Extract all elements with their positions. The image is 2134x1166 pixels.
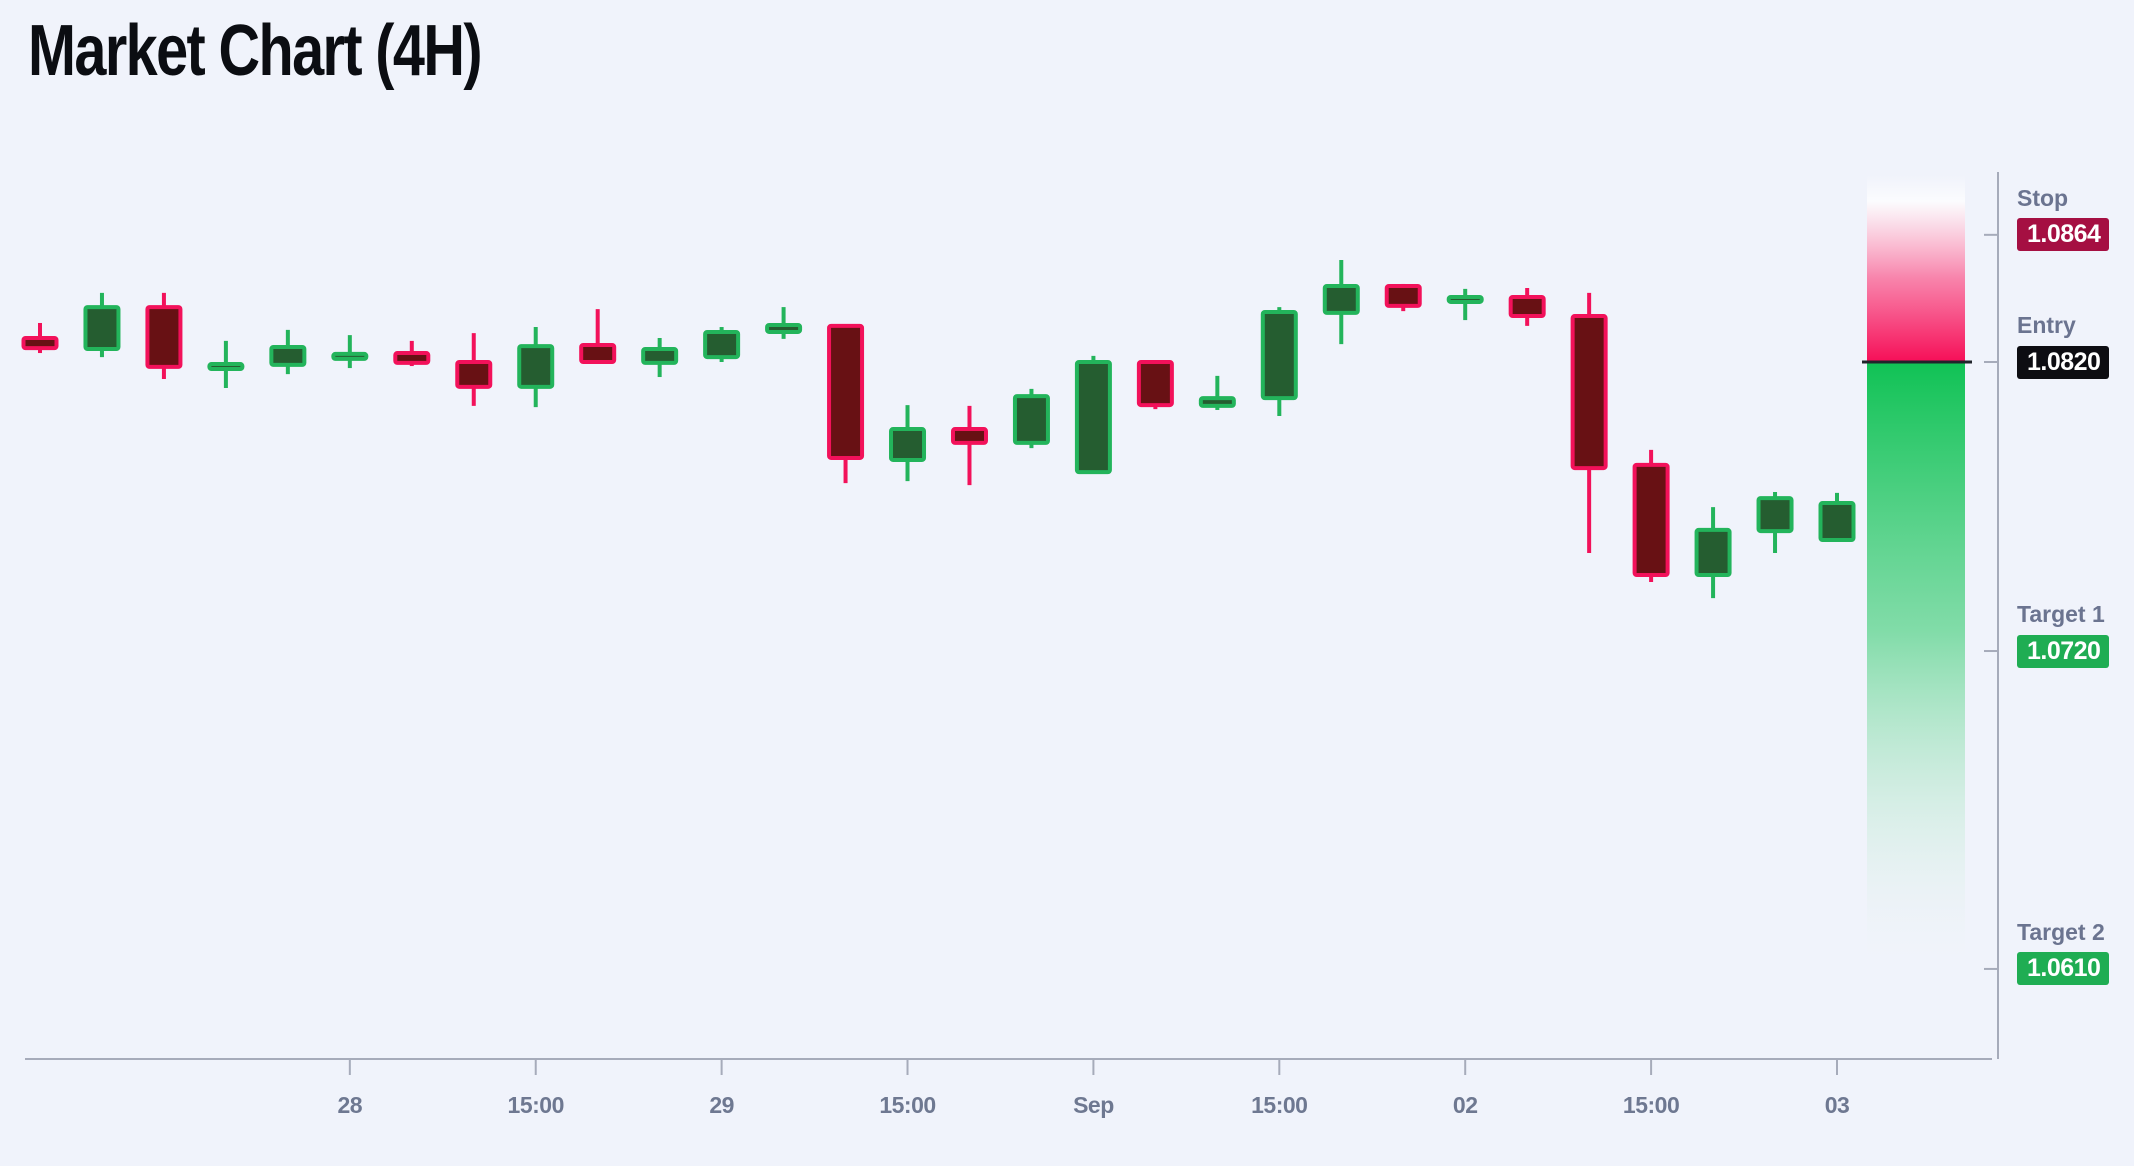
candle-body-down xyxy=(1136,360,1174,408)
level-label-target1: Target 1 xyxy=(2017,601,2105,628)
candle-body-down xyxy=(827,323,865,460)
candle-body-up xyxy=(1198,396,1236,408)
x-axis-label: 02 xyxy=(1452,1092,1478,1118)
level-label-stop: Stop xyxy=(2017,184,2069,211)
candle-body-up xyxy=(331,351,369,361)
x-axis-label: 03 xyxy=(1824,1092,1850,1118)
candle-body-up xyxy=(641,346,679,365)
candle-body-up xyxy=(1074,360,1112,475)
x-axis-label: 15:00 xyxy=(1251,1092,1308,1118)
level-badge-stop: 1.0864 xyxy=(2017,218,2109,252)
candles xyxy=(21,259,1856,599)
x-axis-label: 29 xyxy=(709,1092,734,1118)
candle-body-down xyxy=(1384,283,1422,308)
risk-reward-zones xyxy=(1867,175,1965,962)
level-label-target2: Target 2 xyxy=(2017,918,2105,945)
candle-body-up xyxy=(765,323,803,334)
x-axis-label: 28 xyxy=(337,1092,363,1118)
candle-body-up xyxy=(1012,394,1050,445)
risk-zone xyxy=(1867,175,1965,362)
candle-body-up xyxy=(207,362,245,372)
candle-body-down xyxy=(393,351,431,365)
candle-body-up xyxy=(1818,501,1856,543)
candle-body-down xyxy=(950,427,988,445)
candle-body-down xyxy=(1508,294,1546,319)
candle-body-down xyxy=(455,360,493,389)
chart-title: Market Chart (4H) xyxy=(28,11,483,91)
x-axis-label: Sep xyxy=(1073,1092,1114,1118)
candle-body-down xyxy=(1632,462,1670,578)
candle-body-up xyxy=(889,427,927,462)
candle-body-up xyxy=(1322,283,1360,315)
level-badge-target1: 1.0720 xyxy=(2017,634,2109,668)
candle-body-up xyxy=(517,344,555,389)
candle-body-up xyxy=(1260,310,1298,401)
reward-zone xyxy=(1867,362,1965,962)
candle-body-up xyxy=(269,344,307,367)
candle-body-up xyxy=(1756,496,1794,534)
candle-body-down xyxy=(1570,314,1608,471)
level-badge-target2: 1.0610 xyxy=(2017,952,2109,986)
candle-body-up xyxy=(703,329,741,360)
candle-body-up xyxy=(1694,527,1732,578)
level-label-entry: Entry xyxy=(2017,312,2076,338)
candle-body-up xyxy=(1446,294,1484,304)
level-badge-entry: 1.0820 xyxy=(2017,345,2109,379)
x-axis-label: 15:00 xyxy=(879,1092,936,1118)
candle-body-up xyxy=(83,305,121,351)
axes xyxy=(25,172,1999,1075)
candle-body-down xyxy=(21,336,59,351)
candle-body-down xyxy=(579,342,617,364)
candle-body-down xyxy=(145,305,183,369)
x-axis-label: 15:00 xyxy=(1622,1092,1680,1118)
x-axis-label: 15:00 xyxy=(507,1092,565,1118)
